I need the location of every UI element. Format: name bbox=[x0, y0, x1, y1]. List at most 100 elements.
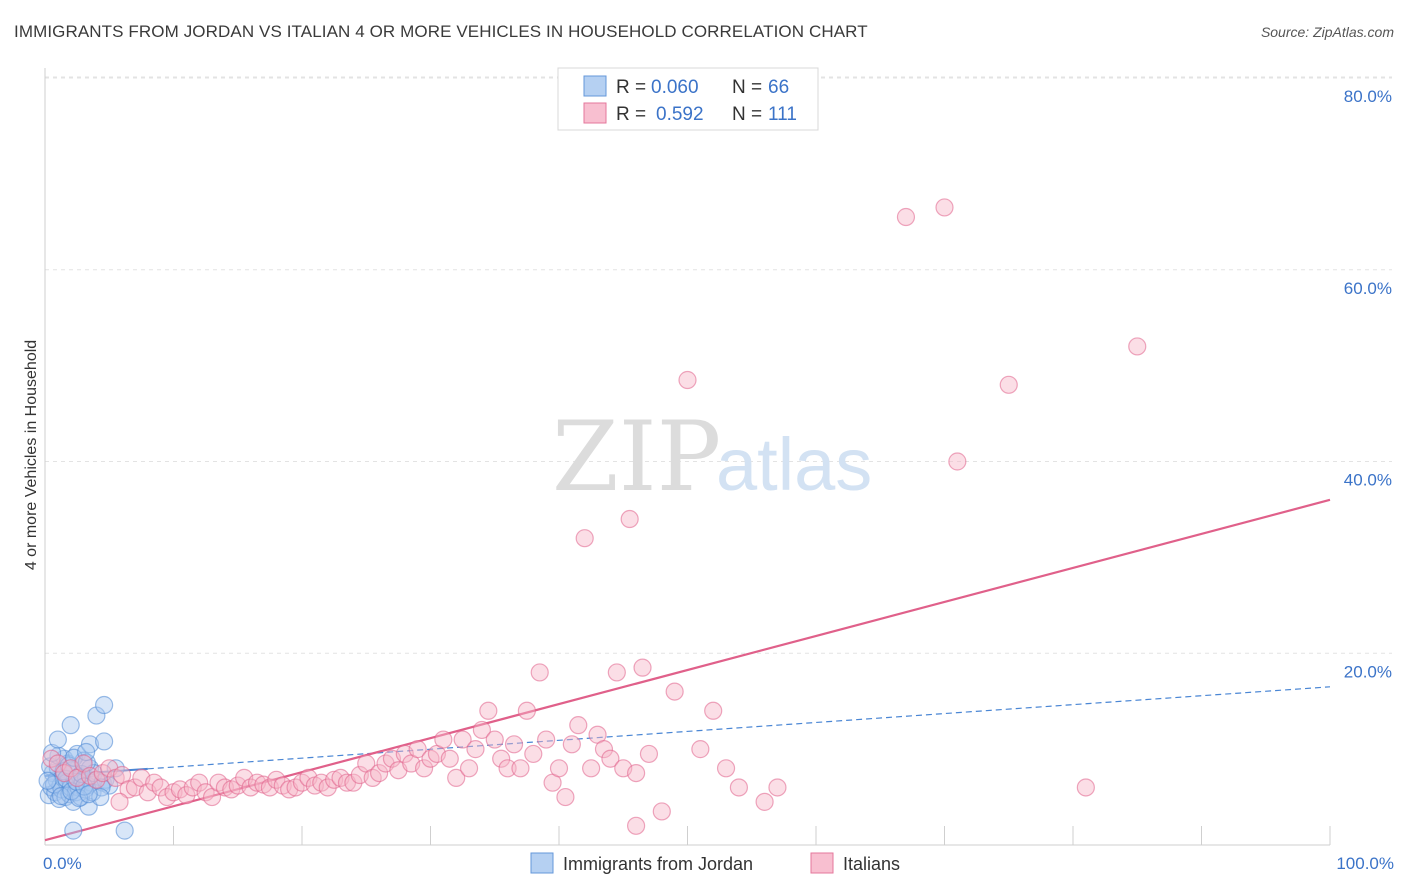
point-1-97 bbox=[691, 740, 710, 759]
point-1-58 bbox=[414, 759, 434, 778]
legend-swatch-jordan bbox=[583, 75, 607, 97]
bottom-legend-swatch-italians bbox=[810, 852, 834, 874]
bottom-legend-label-italians: Italians bbox=[843, 854, 900, 874]
source-label: Source: ZipAtlas.com bbox=[1260, 24, 1394, 40]
point-1-63 bbox=[447, 768, 466, 787]
y-tick-label-0: 20.0% bbox=[1344, 662, 1392, 681]
point-0-44 bbox=[69, 788, 89, 808]
series-1 bbox=[42, 198, 1147, 835]
point-1-75 bbox=[524, 744, 543, 764]
legend-n-label-italians: N = bbox=[732, 104, 762, 125]
trend-lines bbox=[44, 498, 1331, 842]
point-1-108 bbox=[1128, 337, 1147, 356]
point-1-105 bbox=[948, 452, 967, 471]
point-1-12 bbox=[119, 780, 138, 799]
point-0-63 bbox=[91, 787, 110, 807]
point-1-103 bbox=[896, 207, 916, 227]
bottom-legend-label-jordan: Immigrants from Jordan bbox=[563, 854, 753, 874]
watermark-zip: ZIP bbox=[552, 401, 721, 513]
point-1-82 bbox=[569, 716, 588, 735]
trend-dashed-0 bbox=[147, 686, 1331, 770]
point-1-64 bbox=[453, 730, 472, 749]
point-1-98 bbox=[704, 701, 723, 720]
point-0-51 bbox=[48, 730, 67, 749]
point-1-23 bbox=[190, 773, 209, 792]
point-1-74 bbox=[517, 701, 536, 720]
x-tick-label-0: 0.0% bbox=[43, 854, 82, 873]
point-1-71 bbox=[498, 759, 517, 778]
point-1-93 bbox=[639, 744, 659, 764]
point-1-94 bbox=[652, 802, 671, 821]
point-1-102 bbox=[768, 778, 787, 797]
point-1-83 bbox=[575, 529, 594, 548]
point-1-61 bbox=[434, 730, 453, 749]
point-1-57 bbox=[408, 740, 427, 759]
point-1-80 bbox=[556, 787, 575, 807]
point-1-88 bbox=[607, 663, 626, 682]
point-1-84 bbox=[582, 759, 601, 778]
point-1-100 bbox=[729, 778, 749, 797]
point-1-91 bbox=[626, 763, 646, 783]
point-1-107 bbox=[1076, 778, 1095, 797]
tick-labels: 20.0% 40.0% 60.0% 80.0% 0.0% 100.0% bbox=[43, 87, 1394, 873]
point-1-76 bbox=[530, 663, 549, 682]
point-1-65 bbox=[459, 759, 479, 778]
point-1-99 bbox=[716, 759, 736, 778]
point-1-72 bbox=[504, 735, 524, 754]
chart-title: IMMIGRANTS FROM JORDAN VS ITALIAN 4 OR M… bbox=[14, 22, 868, 41]
legend-r-label-jordan: R = bbox=[616, 77, 646, 98]
point-1-70 bbox=[492, 749, 511, 768]
point-1-95 bbox=[665, 682, 684, 701]
point-0-48 bbox=[38, 771, 57, 790]
legend-n-value-italians: 111 bbox=[768, 104, 797, 125]
point-1-81 bbox=[562, 735, 581, 754]
watermark-atlas: atlas bbox=[716, 423, 872, 506]
y-axis-label: 4 or more Vehicles in Household bbox=[23, 340, 40, 570]
legend-swatch-italians bbox=[583, 102, 607, 124]
legend-r-label-italians: R = bbox=[616, 104, 646, 125]
bottom-legend-swatch-jordan bbox=[530, 852, 554, 874]
point-0-50 bbox=[61, 716, 80, 735]
point-0-57 bbox=[64, 821, 83, 840]
x-tick-label-1: 100.0% bbox=[1336, 854, 1394, 873]
point-1-51 bbox=[370, 763, 389, 783]
point-1-73 bbox=[511, 759, 530, 778]
point-1-7 bbox=[87, 770, 106, 789]
point-1-87 bbox=[601, 749, 620, 768]
grid-lines bbox=[45, 76, 1392, 654]
point-1-62 bbox=[440, 749, 459, 768]
watermark: ZIP atlas bbox=[552, 401, 872, 513]
y-tick-label-3: 80.0% bbox=[1344, 87, 1392, 106]
point-0-58 bbox=[115, 821, 134, 840]
legend-r-value-italians: 0.592 bbox=[656, 104, 704, 125]
point-1-110 bbox=[110, 792, 129, 811]
point-1-79 bbox=[549, 759, 569, 778]
data-points bbox=[38, 198, 1147, 840]
y-tick-label-2: 60.0% bbox=[1344, 279, 1392, 298]
point-1-104 bbox=[935, 198, 954, 217]
point-1-68 bbox=[479, 701, 498, 720]
point-1-66 bbox=[466, 740, 485, 759]
axes bbox=[44, 68, 1331, 846]
legend-n-label-jordan: N = bbox=[732, 77, 762, 98]
y-tick-label-1: 40.0% bbox=[1344, 471, 1392, 490]
trend-solid-0 bbox=[44, 767, 148, 777]
legend: R = 0.060 N = 66 R = 0.592 N = 111 bbox=[557, 67, 819, 131]
legend-n-value-jordan: 66 bbox=[768, 77, 789, 98]
point-1-109 bbox=[626, 816, 646, 835]
point-1-96 bbox=[678, 370, 697, 390]
trend-line-1 bbox=[44, 498, 1331, 842]
point-1-106 bbox=[999, 375, 1018, 394]
point-1-92 bbox=[633, 658, 652, 677]
point-0-64 bbox=[79, 785, 98, 804]
point-0-49 bbox=[42, 743, 62, 763]
point-1-77 bbox=[537, 730, 556, 749]
point-0-65 bbox=[95, 695, 114, 715]
point-0-37 bbox=[51, 787, 71, 806]
point-1-86 bbox=[594, 740, 614, 759]
point-1-90 bbox=[620, 509, 639, 529]
point-1-101 bbox=[755, 792, 774, 811]
point-0-54 bbox=[77, 742, 96, 762]
bottom-legend: Immigrants from Jordan Italians bbox=[530, 852, 900, 874]
